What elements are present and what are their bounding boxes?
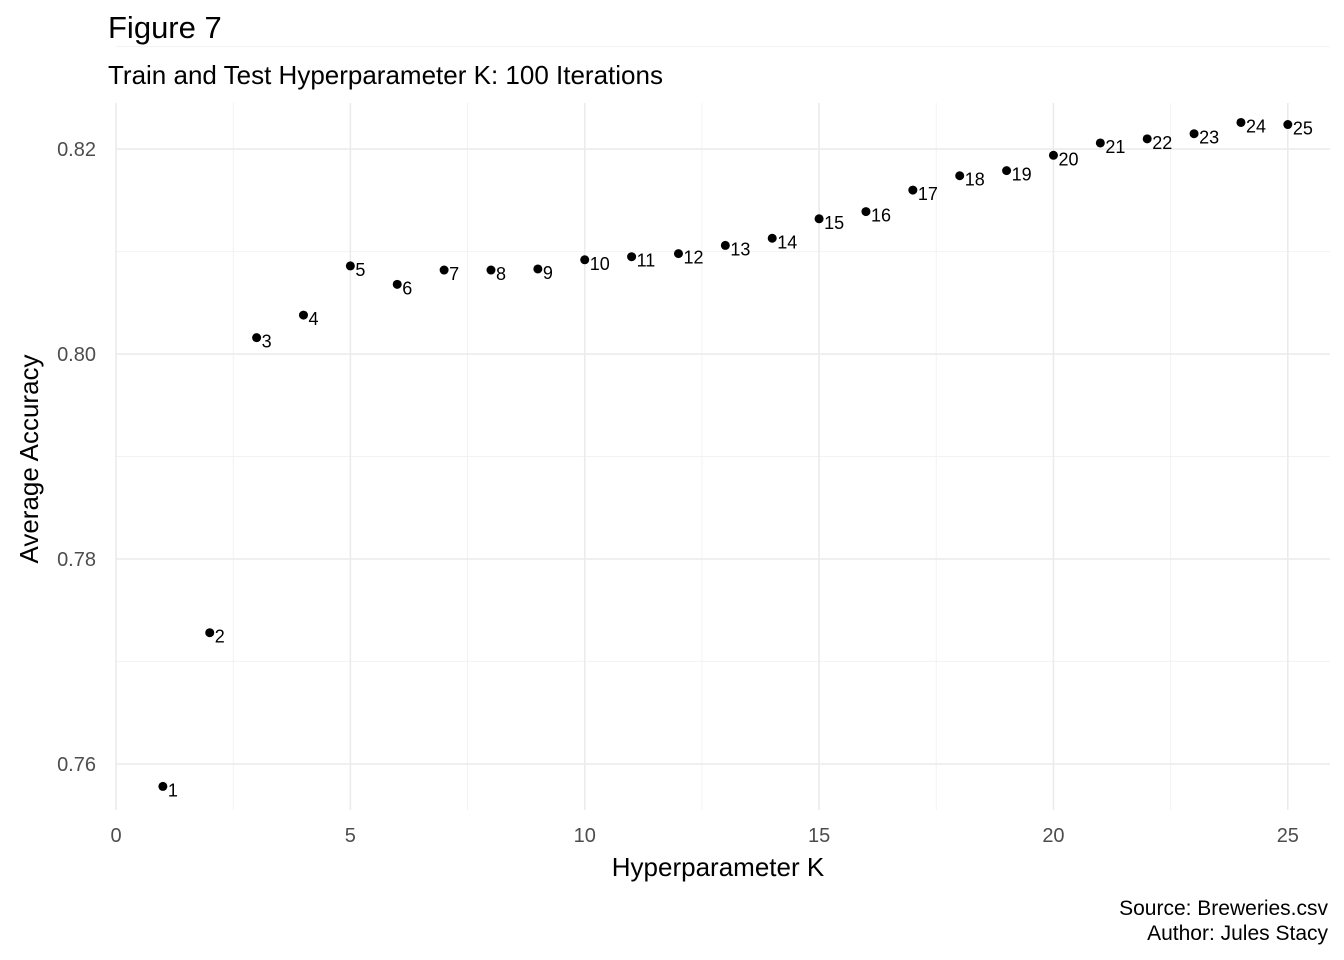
data-point: [205, 628, 215, 638]
point-label: 6: [402, 278, 412, 298]
x-tick-label: 0: [110, 825, 121, 847]
point-label: 8: [496, 264, 506, 284]
data-point: [1283, 120, 1293, 130]
point-label: 13: [730, 239, 750, 259]
point-label: 21: [1105, 137, 1125, 157]
point-label: 1: [168, 780, 178, 800]
data-point: [720, 240, 730, 250]
y-tick-label: 0.80: [57, 344, 96, 366]
point-label: 14: [777, 232, 797, 252]
data-points: [158, 117, 1293, 791]
x-axis-ticks: 0 5 10 15 20 25: [110, 825, 1299, 847]
point-label: 9: [543, 263, 553, 283]
data-point: [1236, 117, 1246, 127]
point-label: 2: [215, 627, 225, 647]
y-tick-label: 0.82: [57, 139, 96, 161]
data-point: [252, 333, 262, 343]
data-point: [955, 171, 965, 181]
y-tick-label: 0.78: [57, 549, 96, 571]
data-point: [861, 207, 871, 217]
point-label: 23: [1199, 128, 1219, 148]
point-label: 3: [262, 332, 272, 352]
data-point: [298, 310, 308, 320]
x-tick-label: 5: [345, 825, 356, 847]
chart-subtitle: Train and Test Hyperparameter K: 100 Ite…: [108, 60, 663, 90]
data-point: [533, 264, 543, 274]
data-point: [392, 279, 402, 289]
x-tick-label: 10: [574, 825, 596, 847]
data-point: [767, 233, 777, 243]
chart-title: Figure 7: [108, 10, 222, 45]
point-label: 19: [1012, 165, 1032, 185]
point-label: 24: [1246, 116, 1266, 136]
grid: [115, 46, 1330, 810]
point-label: 16: [871, 206, 891, 226]
data-point: [1095, 138, 1105, 148]
point-label: 4: [308, 309, 318, 329]
data-point: [1189, 129, 1199, 139]
data-point: [1002, 166, 1012, 176]
y-axis-title: Average Accuracy: [14, 354, 44, 563]
data-point: [1048, 150, 1058, 160]
caption-author: Author: Jules Stacy: [1147, 922, 1328, 945]
data-point: [345, 261, 355, 271]
caption-source: Source: Breweries.csv: [1119, 897, 1328, 920]
data-point: [158, 781, 168, 791]
data-point: [673, 249, 683, 259]
y-tick-label: 0.76: [57, 754, 96, 776]
point-label: 7: [449, 264, 459, 284]
data-point: [580, 255, 590, 265]
point-label: 11: [637, 251, 656, 271]
x-axis-title: Hyperparameter K: [612, 852, 825, 882]
data-point: [814, 214, 824, 224]
point-label: 20: [1058, 149, 1078, 169]
data-point: [439, 265, 449, 275]
point-label: 15: [824, 213, 844, 233]
data-point: [1142, 134, 1152, 144]
point-label: 5: [355, 260, 365, 280]
caption: Source: Breweries.csv Author: Jules Stac…: [1119, 896, 1328, 946]
x-tick-label: 20: [1042, 825, 1064, 847]
point-label: 18: [965, 170, 985, 190]
x-tick-label: 15: [808, 825, 830, 847]
point-label: 12: [683, 248, 703, 268]
x-tick-label: 25: [1277, 825, 1299, 847]
data-point: [908, 185, 918, 195]
point-label: 25: [1293, 119, 1313, 139]
data-point: [627, 252, 637, 262]
data-point: [486, 265, 496, 275]
point-label: 17: [918, 184, 938, 204]
point-label: 10: [590, 254, 610, 274]
point-label: 22: [1152, 133, 1172, 153]
y-axis-ticks: 0.76 0.78 0.80 0.82: [57, 139, 96, 776]
